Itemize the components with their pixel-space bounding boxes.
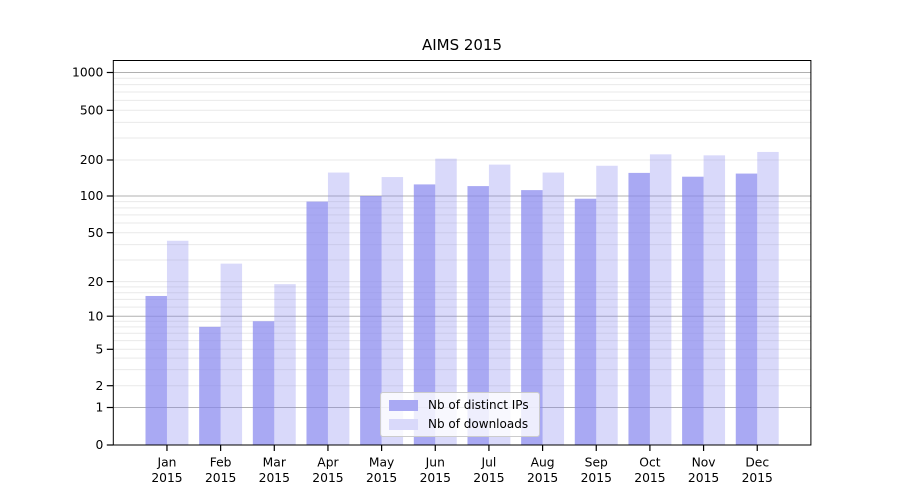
x-tick-label-year: 2015: [688, 471, 719, 485]
y-tick-label: 5: [95, 343, 103, 357]
bar-downloads-aug: [542, 172, 565, 445]
x-tick-label-month: Sep: [585, 456, 608, 470]
bar-distinct-ips-apr: [306, 201, 328, 445]
x-tick-label-year: 2015: [742, 471, 773, 485]
x-tick-label-year: 2015: [259, 471, 290, 485]
bar-downloads-nov: [703, 155, 726, 445]
bar-distinct-ips-aug: [521, 190, 543, 445]
x-tick-label-month: Aug: [531, 456, 555, 470]
chart-title: AIMS 2015: [421, 36, 503, 54]
x-tick-label-year: 2015: [366, 471, 397, 485]
x-tick-label-month: Oct: [639, 456, 660, 470]
y-tick-label: 100: [80, 189, 103, 203]
legend-swatch-downloads: [389, 418, 418, 430]
y-tick-label: 50: [88, 226, 104, 240]
y-tick-label: 20: [88, 275, 104, 289]
y-tick-label: 2: [95, 379, 103, 393]
y-tick-label: 1: [95, 401, 103, 415]
bar-downloads-jun: [435, 158, 457, 445]
x-tick-label-month: May: [369, 456, 394, 470]
bar-downloads-jul: [488, 164, 511, 446]
legend-item-downloads: Nb of downloads: [389, 417, 529, 431]
x-tick-label-month: Jan: [156, 456, 176, 470]
x-tick-label-year: 2015: [205, 471, 236, 485]
x-tick-label-month: Feb: [210, 456, 232, 470]
bar-downloads-sep: [596, 165, 618, 445]
x-tick-label-year: 2015: [527, 471, 558, 485]
x-tick-label-month: Mar: [263, 456, 287, 470]
bar-distinct-ips-sep: [574, 198, 597, 445]
y-tick-label: 500: [80, 104, 103, 118]
legend-item-distinct-ips: Nb of distinct IPs: [389, 398, 529, 412]
bar-downloads-apr: [327, 172, 350, 445]
bar-distinct-ips-jan: [145, 295, 167, 445]
bar-distinct-ips-mar: [252, 321, 275, 445]
legend-label-downloads: Nb of downloads: [428, 417, 529, 431]
bar-downloads-feb: [220, 263, 243, 445]
legend: Nb of distinct IPs Nb of downloads: [380, 392, 540, 437]
y-tick-label: 0: [95, 438, 103, 452]
bar-downloads-dec: [757, 151, 779, 445]
x-tick-label-year: 2015: [473, 471, 504, 485]
x-tick-label-month: Dec: [745, 456, 769, 470]
bar-distinct-ips-may: [360, 196, 382, 445]
bar-distinct-ips-feb: [199, 326, 221, 445]
x-tick-label-year: 2015: [581, 471, 612, 485]
bar-distinct-ips-jun: [413, 184, 436, 445]
axes-border: [112, 60, 812, 446]
bar-downloads-mar: [274, 284, 296, 445]
x-tick-label-month: Apr: [317, 456, 339, 470]
bar-distinct-ips-dec: [735, 173, 758, 445]
x-tick-label-month: Nov: [692, 456, 716, 470]
bar-distinct-ips-oct: [628, 172, 650, 445]
bar-distinct-ips-nov: [682, 176, 704, 445]
y-tick-label: 1000: [72, 66, 103, 80]
legend-swatch-distinct-ips: [389, 399, 418, 411]
bar-downloads-jan: [166, 240, 189, 445]
x-tick-label-year: 2015: [312, 471, 343, 485]
y-tick-label: 200: [80, 153, 103, 167]
x-tick-label-year: 2015: [634, 471, 665, 485]
x-tick-label-year: 2015: [420, 471, 451, 485]
legend-label-distinct-ips: Nb of distinct IPs: [428, 398, 529, 412]
x-tick-label-year: 2015: [151, 471, 182, 485]
y-tick-label: 10: [88, 309, 104, 323]
x-tick-label-month: Jun: [425, 456, 445, 470]
x-tick-label-month: Jul: [481, 456, 497, 470]
bar-downloads-may: [381, 177, 404, 445]
bar-distinct-ips-jul: [467, 186, 489, 445]
bar-downloads-oct: [649, 154, 672, 445]
